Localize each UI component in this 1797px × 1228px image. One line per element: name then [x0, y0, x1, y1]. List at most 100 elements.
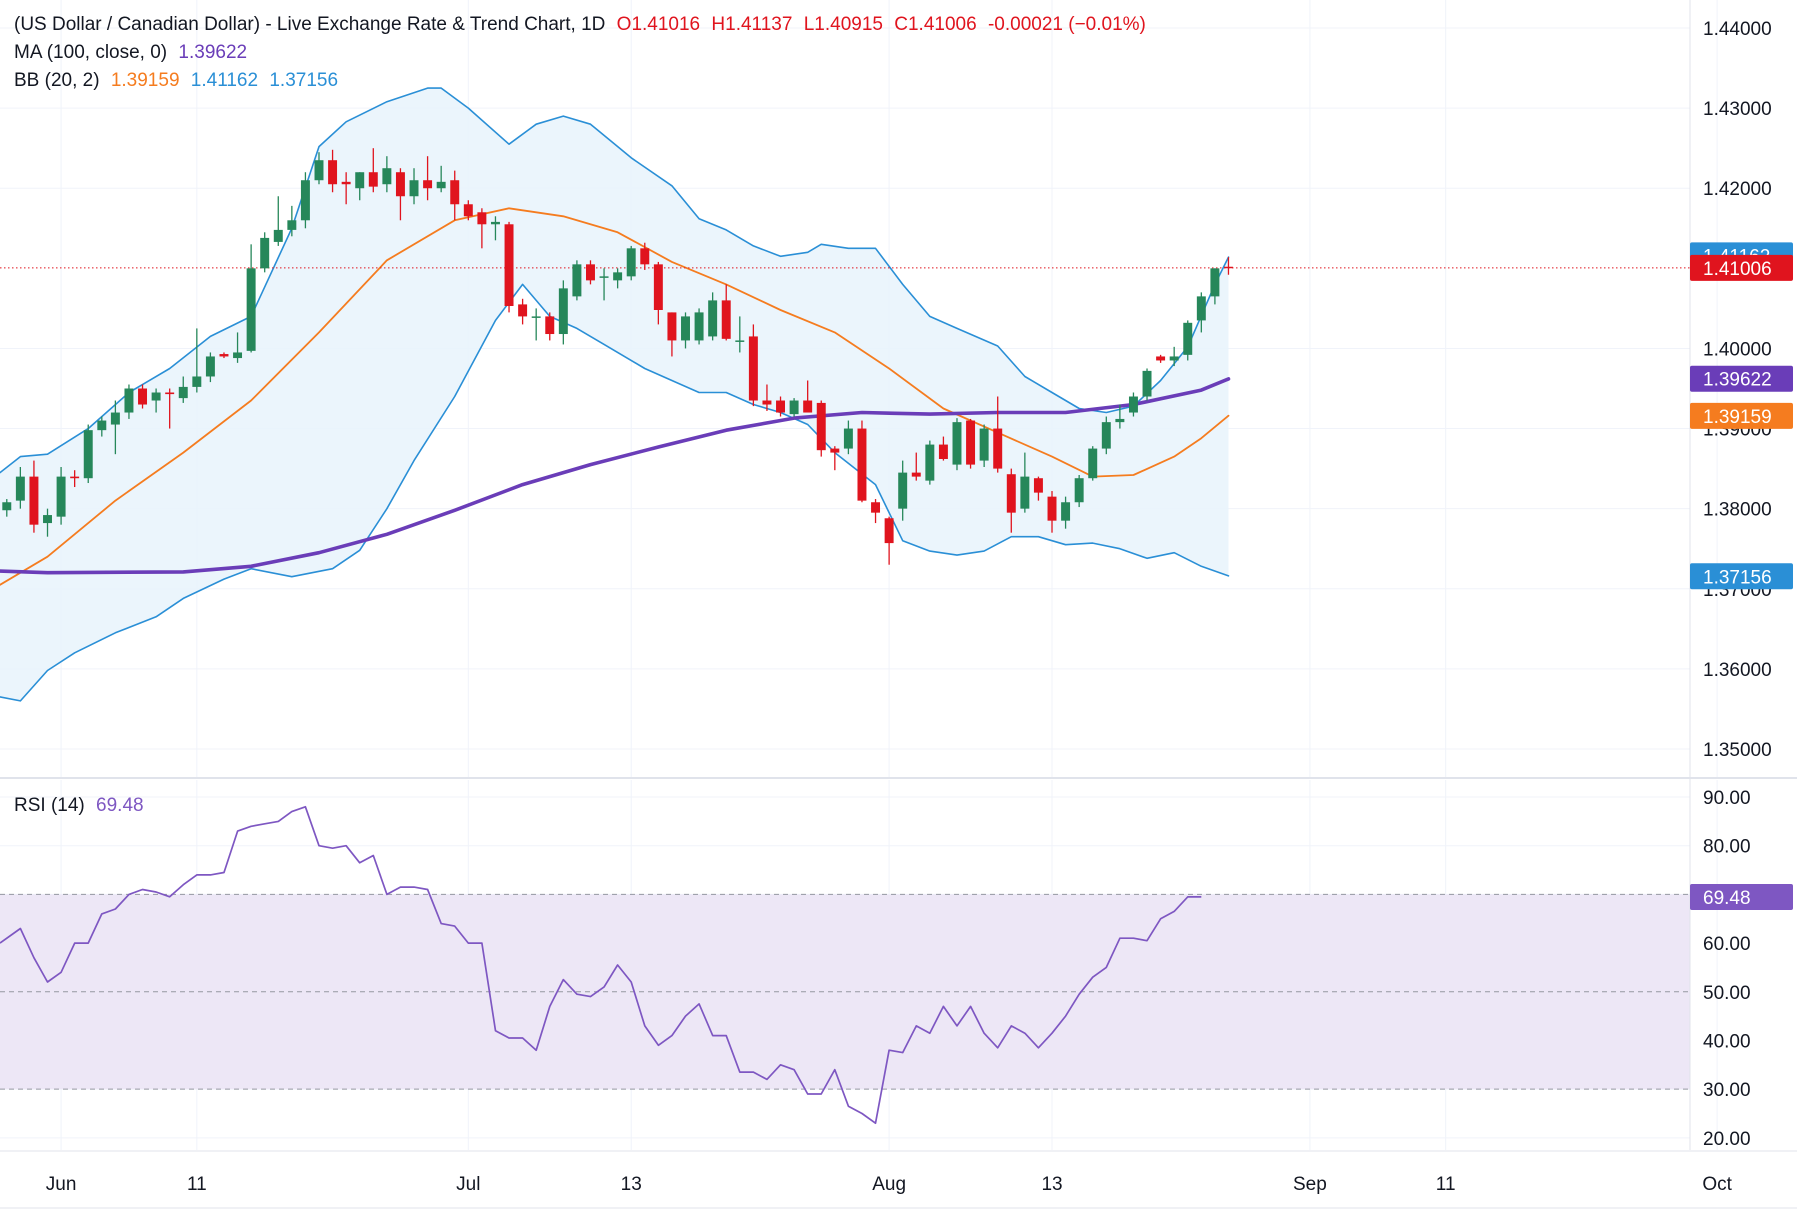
candle-body	[762, 400, 772, 405]
candle	[694, 308, 704, 345]
candle-body	[233, 352, 243, 359]
candle	[531, 308, 541, 341]
price-label-bb_basis: 1.39159	[1690, 402, 1793, 429]
price-tick-label: 1.43000	[1703, 99, 1772, 120]
legend-ma-row: MA (100, close, 0) 1.39622	[14, 42, 253, 64]
candle	[1223, 257, 1233, 275]
candle	[938, 436, 948, 461]
price-label-text: 1.39622	[1703, 370, 1772, 391]
candle	[1020, 452, 1030, 513]
price-label-box	[1690, 365, 1793, 392]
candle-body	[219, 354, 229, 357]
price-tick-label: 1.44000	[1703, 19, 1772, 40]
candle-body	[423, 180, 433, 189]
candle-body	[110, 412, 120, 425]
candle	[545, 312, 555, 341]
candle	[1196, 292, 1206, 333]
candle	[1169, 346, 1179, 367]
time-tick-label: Oct	[1702, 1174, 1732, 1195]
candle	[192, 328, 202, 393]
candle-body	[1183, 322, 1193, 355]
candle-body	[368, 172, 378, 187]
candle	[504, 221, 514, 313]
rsi-label: RSI (14)	[14, 795, 85, 816]
candle-body	[151, 392, 161, 401]
price-label-bb_lower: 1.37156	[1690, 563, 1793, 590]
candle-body	[545, 316, 555, 335]
rsi-label-text: 69.48	[1703, 888, 1751, 909]
candle	[613, 268, 623, 289]
candle	[884, 516, 894, 565]
candle	[368, 148, 378, 193]
price-label-text: 1.41006	[1703, 259, 1772, 280]
candle	[735, 316, 745, 353]
candle-body	[667, 312, 677, 341]
candle	[1210, 268, 1220, 305]
time-tick-label: Jun	[46, 1174, 77, 1195]
candle	[803, 380, 813, 413]
bb-lower-value: 1.37156	[269, 70, 339, 91]
candle	[124, 384, 134, 419]
candle-body	[531, 316, 541, 318]
candle-body	[1061, 502, 1071, 521]
ma-label: MA (100, close, 0)	[14, 42, 168, 63]
candle-body	[463, 204, 473, 217]
candle	[490, 216, 500, 241]
candle	[762, 384, 772, 411]
candle-body	[246, 268, 256, 351]
indicator-lines	[0, 87, 1690, 702]
rsi-tick-label: 80.00	[1703, 837, 1751, 858]
candle	[341, 172, 351, 205]
candle	[653, 261, 663, 325]
candle-body	[653, 264, 663, 310]
candle	[287, 205, 297, 237]
candle-body	[843, 428, 853, 449]
candle-body	[192, 376, 202, 387]
candle-body	[1088, 448, 1098, 479]
candle-body	[626, 248, 636, 277]
candle-body	[735, 340, 745, 342]
bb-basis-value: 1.39159	[110, 70, 180, 91]
price-change: -0.00021 (−0.01%)	[987, 14, 1146, 35]
candle-body	[558, 288, 568, 335]
candle	[1115, 404, 1125, 429]
price-tick-label: 1.35000	[1703, 740, 1772, 761]
candle-body	[1074, 478, 1084, 503]
price-tick-label: 1.36000	[1703, 660, 1772, 681]
candle	[409, 168, 419, 205]
candle-body	[925, 444, 935, 481]
candle-body	[138, 388, 148, 405]
candle-body	[898, 472, 908, 509]
rsi-tick-label: 40.00	[1703, 1031, 1751, 1052]
candle	[599, 268, 609, 301]
candle-body	[640, 248, 650, 265]
candle	[1128, 392, 1138, 417]
ohlc-low: L1.40915	[803, 14, 883, 35]
candle-body	[952, 422, 962, 465]
candle-body	[911, 472, 921, 477]
candle-body	[314, 160, 324, 181]
candle	[178, 376, 188, 403]
candle-body	[205, 356, 215, 377]
candle	[1074, 475, 1084, 508]
price-label-text: 1.37156	[1703, 567, 1772, 588]
price-label-text: 1.39159	[1703, 407, 1772, 428]
candle	[355, 172, 365, 201]
candle	[273, 196, 283, 246]
rsi-tick-label: 50.00	[1703, 983, 1751, 1004]
candle	[586, 260, 595, 285]
candle	[1088, 446, 1098, 481]
candle	[911, 452, 921, 481]
candle-body	[15, 476, 25, 501]
candle	[518, 298, 528, 325]
rsi-tick-label: 20.00	[1703, 1129, 1751, 1150]
time-tick-label: 13	[1041, 1174, 1062, 1195]
chart-title: (US Dollar / Canadian Dollar) - Live Exc…	[14, 14, 606, 35]
candle	[436, 165, 446, 193]
time-tick-label: Aug	[872, 1174, 906, 1195]
price-label-box	[1690, 563, 1793, 590]
candle	[260, 232, 270, 273]
candle	[979, 424, 989, 468]
candle	[165, 388, 175, 429]
candle-body	[1006, 474, 1016, 513]
